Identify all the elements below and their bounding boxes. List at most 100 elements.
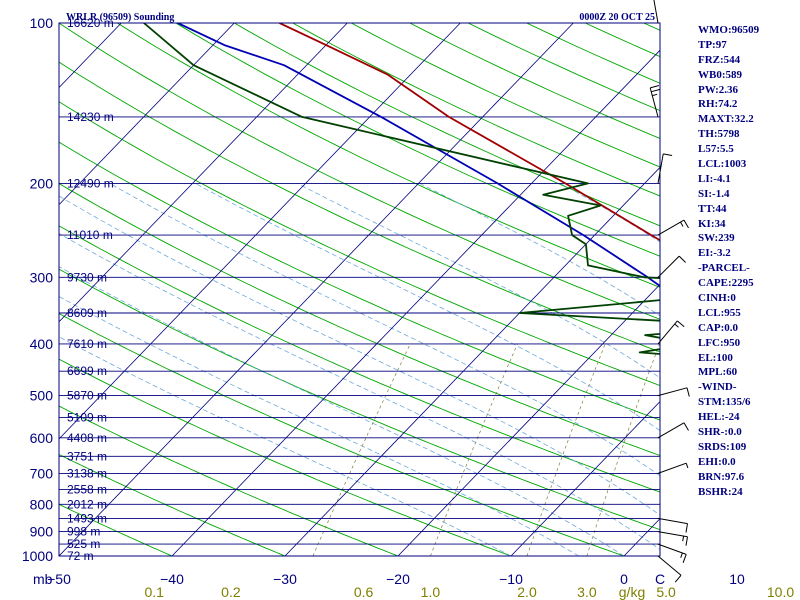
dry-adiabat [59, 141, 660, 421]
moist-adiabat [297, 183, 660, 379]
pressure-tick-label: 700 [30, 465, 54, 481]
isotherm [510, 401, 660, 556]
index-item: PW:2.36 [698, 83, 739, 96]
pressure-axis: 100 200 300 400 500 600 700 800 900 1000 mb [22, 15, 53, 587]
wind-barb [657, 255, 686, 278]
pressure-tick-label: 800 [30, 496, 54, 512]
index-item: LI:-4.1 [698, 172, 731, 185]
dry-adiabat [59, 182, 660, 457]
temperature-unit-label: C [655, 571, 665, 587]
wind-barb-flag [674, 574, 682, 583]
pressure-tick-label: 100 [30, 15, 54, 31]
height-label: 3138 m [67, 466, 107, 480]
isotherm [59, 23, 461, 440]
station-title: WRLR (96509) Sounding [66, 12, 174, 23]
wind-barb-half-flag [652, 93, 658, 97]
moist-adiabat [109, 183, 660, 477]
wind-barb [657, 320, 685, 345]
index-item: TH:5798 [698, 128, 740, 141]
mixing-ratio-unit-label: g/kg [619, 584, 645, 600]
temperature-trace [279, 23, 660, 242]
index-item: EL:100 [698, 351, 733, 364]
height-label: 5870 m [67, 389, 107, 403]
mixing-ratio-line [586, 343, 660, 556]
mixing-ratio-line [430, 343, 518, 556]
mixing-ratio-tick-label: 0.1 [144, 584, 164, 600]
index-item: SHR-:0.0 [698, 426, 742, 439]
parcel-trace [177, 23, 660, 288]
wind-barb-flag [683, 422, 689, 431]
mixing-ratio-tick-label: 0.2 [221, 584, 241, 600]
height-label: 4408 m [67, 431, 107, 445]
height-label: 72 m [67, 549, 94, 563]
height-label: 12490 m [67, 176, 114, 190]
height-label: 14230 m [67, 110, 114, 124]
pressure-tick-label: 600 [30, 430, 54, 446]
pressure-tick-label: 300 [30, 269, 54, 285]
chart-frame [58, 22, 661, 557]
pressure-tick-label: 500 [30, 388, 54, 404]
index-item: TP:97 [698, 38, 727, 51]
index-item: RH:74.2 [698, 98, 738, 111]
wind-barb [653, 0, 659, 24]
height-labels: 16620 m 14230 m 12490 m 11010 m 9730 m 8609 m… [67, 16, 114, 563]
wind-barb [657, 555, 682, 583]
index-item: -PARCEL- [698, 262, 750, 275]
height-label: 3751 m [67, 449, 107, 463]
temperature-tick-label: 0 [620, 571, 628, 587]
wind-barb-half-flag [680, 552, 683, 558]
wind-barb-staff [657, 153, 664, 184]
wind-barb-flag [678, 255, 686, 263]
wind-barb-flag [686, 387, 690, 397]
wind-barb-staff [657, 422, 685, 439]
height-label: 11010 m [67, 228, 113, 242]
temperature-tick-label: −10 [499, 571, 523, 587]
index-item: BSHR:24 [698, 485, 743, 498]
temperature-tick-label: −20 [386, 571, 410, 587]
wind-barb-staff [657, 517, 688, 525]
mixing-ratio-tick-label: 10.0 [767, 584, 794, 600]
height-label: 525 m [67, 537, 100, 551]
isotherm [397, 283, 660, 556]
index-item: EI:-3.2 [698, 247, 731, 260]
wind-barb [657, 387, 690, 397]
moist-adiabat [59, 195, 660, 516]
height-label: 2012 m [67, 497, 107, 511]
pressure-tick-label: 900 [30, 524, 54, 540]
mixing-ratio-line [526, 343, 606, 556]
mixing-ratio-tick-label: 1.0 [421, 584, 441, 600]
index-item: BRN:97.6 [698, 470, 745, 483]
wind-barb-staff [657, 462, 687, 474]
pressure-tick-label: 400 [30, 336, 54, 352]
wind-barb [649, 85, 661, 118]
height-label: 16620 m [67, 16, 114, 30]
chart-profiles [143, 23, 660, 355]
index-item: LCL:955 [698, 306, 741, 319]
index-item: EHI:0.0 [698, 455, 736, 468]
mixing-ratio-tick-label: 5.0 [656, 584, 676, 600]
isotherm [59, 23, 235, 206]
height-label: 6699 m [67, 364, 107, 378]
mixing-ratio-axis: 0.10.20.61.02.03.05.010.020.040.0g/kg [144, 584, 794, 600]
wind-barb [657, 543, 687, 563]
wind-barb-staff [653, 0, 659, 24]
isotherm [0, 23, 8, 556]
index-item: -WIND- [698, 381, 737, 394]
height-label: 998 m [67, 525, 100, 539]
sounding-indices: WMO:96509 TP:97 FRZ:544 WB0:589 PW:2.36 RH:74… [698, 23, 798, 500]
chart-grid [0, 23, 660, 556]
index-item: LFC:950 [698, 336, 741, 349]
index-item: MPL:60 [698, 366, 738, 379]
wind-barb [657, 219, 689, 236]
index-item: WMO:96509 [698, 24, 760, 36]
mixing-ratio-tick-label: 3.0 [577, 584, 597, 600]
wind-barb-staff [657, 387, 688, 397]
wind-barb-staff [649, 87, 659, 118]
wind-barb-staff [657, 543, 687, 555]
pressure-tick-label: 200 [30, 175, 54, 191]
isotherm [171, 49, 660, 556]
wind-barb-staff [657, 219, 685, 236]
index-item: CINH:0 [698, 292, 736, 305]
wind-barb-flag [663, 153, 673, 156]
